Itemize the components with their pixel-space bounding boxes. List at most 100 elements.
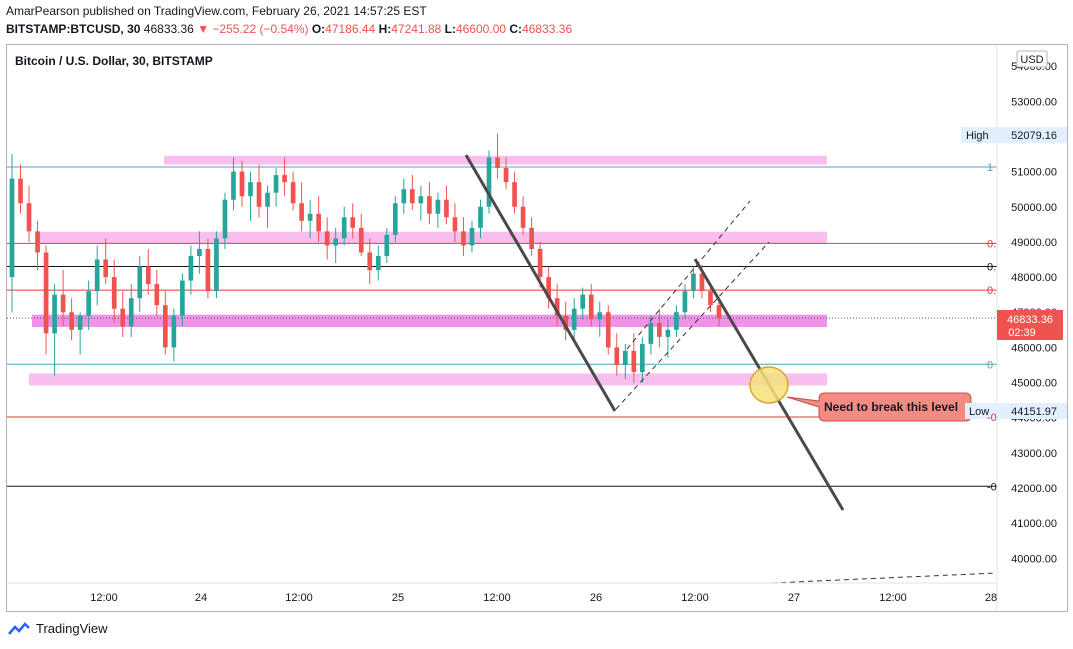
candle-body bbox=[614, 347, 620, 365]
candle-body bbox=[77, 315, 83, 330]
candle-body bbox=[716, 305, 722, 319]
x-tick-label: 24 bbox=[195, 592, 207, 604]
x-tick-label: 12:00 bbox=[483, 592, 511, 604]
candle-body bbox=[674, 312, 679, 330]
x-tick-label: 26 bbox=[590, 592, 602, 604]
candle-body bbox=[461, 231, 466, 246]
price-axis: 40000.0041000.0042000.0043000.0044000.00… bbox=[961, 45, 1067, 611]
candle-body bbox=[682, 291, 688, 313]
support-resistance-zone bbox=[37, 231, 827, 244]
channel-bottom-dashed bbox=[615, 241, 770, 410]
candle-body bbox=[350, 217, 356, 228]
price-chart[interactable]: Need to break this level Bitcoin / U.S. … bbox=[7, 45, 1067, 611]
candle-body bbox=[222, 199, 228, 239]
footer-brand[interactable]: TradingView bbox=[36, 621, 108, 636]
low-badge bbox=[965, 403, 1067, 419]
candle-body bbox=[214, 238, 219, 292]
symbol-name[interactable]: BITSTAMP:BTCUSD, 30 bbox=[6, 22, 141, 36]
candle-body bbox=[648, 322, 654, 344]
currency-box bbox=[1016, 50, 1048, 68]
fib-level-label: 0. bbox=[987, 238, 996, 250]
candle-body bbox=[171, 315, 177, 348]
candle-body bbox=[273, 175, 279, 193]
candle-body bbox=[128, 298, 134, 327]
candle-body bbox=[358, 227, 364, 253]
candle-body bbox=[265, 192, 270, 207]
candle-body bbox=[554, 298, 560, 316]
tradingview-logo-icon[interactable] bbox=[8, 621, 30, 636]
y-tick-label: 43000.00 bbox=[1011, 448, 1057, 460]
candle-body bbox=[546, 277, 551, 299]
candle-body bbox=[52, 294, 57, 334]
candle-body bbox=[282, 175, 287, 183]
candle-body bbox=[622, 350, 628, 365]
downtrend-line-1 bbox=[464, 154, 617, 412]
candle-body bbox=[495, 157, 500, 169]
candle-body bbox=[503, 168, 509, 183]
fib-level-label: 0. bbox=[987, 262, 996, 274]
high-value: 52079.16 bbox=[1011, 130, 1057, 142]
ohlc-line: BITSTAMP:BTCUSD, 30 46833.36 ▼ −255.22 (… bbox=[6, 22, 572, 36]
high-badge bbox=[961, 127, 1067, 143]
candle-body bbox=[248, 182, 253, 197]
fib-level-label: -0 bbox=[987, 481, 997, 493]
candle-body bbox=[324, 231, 330, 246]
candle-body bbox=[657, 322, 662, 337]
candle-body bbox=[563, 315, 569, 330]
candle-body bbox=[708, 291, 713, 306]
candle-body bbox=[639, 343, 645, 373]
fib-level-label: -0 bbox=[987, 412, 997, 424]
open-value: 47186.44 bbox=[325, 22, 376, 36]
candle-body bbox=[588, 294, 594, 320]
high-value: 47241.88 bbox=[391, 22, 442, 36]
last-price-badge bbox=[997, 310, 1063, 340]
time-axis: 12:00 24 12:00 25 12:00 26 12:00 27 12:00 28 bbox=[7, 582, 997, 604]
fib-level-label: 0. bbox=[987, 285, 996, 297]
candle-body bbox=[239, 171, 245, 197]
future-dashed-line bbox=[771, 572, 998, 584]
candle-body bbox=[111, 277, 117, 309]
candle-body bbox=[486, 157, 492, 207]
candle-body bbox=[478, 206, 483, 228]
candle-body bbox=[375, 255, 381, 271]
candles-layer bbox=[9, 133, 722, 383]
chart-title: Bitcoin / U.S. Dollar, 30, BITSTAMP bbox=[15, 54, 213, 68]
countdown-label: 02:39 bbox=[1008, 327, 1036, 339]
low-value: 44151.97 bbox=[1011, 406, 1057, 418]
chart-panel[interactable]: Need to break this level Bitcoin / U.S. … bbox=[6, 44, 1068, 612]
candle-body bbox=[401, 189, 407, 204]
candle-body bbox=[86, 291, 92, 316]
candle-body bbox=[418, 196, 424, 204]
candle-body bbox=[231, 171, 236, 200]
open-label: O: bbox=[311, 22, 326, 36]
candle-body bbox=[529, 227, 534, 249]
candle-body bbox=[384, 234, 390, 256]
y-tick-label: 45000.00 bbox=[1011, 378, 1057, 390]
candle-body bbox=[9, 178, 15, 278]
candle-body bbox=[452, 217, 458, 232]
high-label: H: bbox=[378, 22, 392, 36]
candle-body bbox=[580, 294, 586, 309]
last-price: 46833.36 bbox=[143, 22, 194, 36]
y-tick-label: 49000.00 bbox=[1011, 237, 1057, 249]
close-value: 46833.36 bbox=[522, 22, 573, 36]
candle-body bbox=[154, 284, 160, 306]
candle-body bbox=[94, 259, 100, 292]
price-change: ▼ −255.22 (−0.54%) bbox=[197, 22, 309, 36]
candle-body bbox=[699, 273, 705, 292]
candle-body bbox=[444, 199, 449, 218]
y-tick-label: 41000.00 bbox=[1011, 518, 1057, 530]
candle-body bbox=[180, 280, 185, 316]
candle-body bbox=[205, 248, 211, 292]
candle-body bbox=[256, 182, 262, 207]
candle-body bbox=[367, 252, 373, 271]
candle-body bbox=[120, 308, 126, 327]
candle-body bbox=[665, 329, 671, 337]
candle-body bbox=[469, 227, 475, 246]
candle-body bbox=[341, 217, 347, 239]
fib-level-label: 0 bbox=[987, 359, 993, 371]
x-tick-label: 28 bbox=[985, 592, 997, 604]
x-tick-label: 12:00 bbox=[681, 592, 709, 604]
candle-body bbox=[43, 252, 49, 334]
drawings-layer: Need to break this level bbox=[464, 154, 998, 584]
